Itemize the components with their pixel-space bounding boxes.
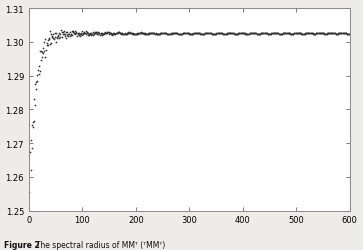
Text: Figure 2: Figure 2 <box>4 240 39 249</box>
Text: The spectral radius of MMᵀ (ᵀMMᵀ): The spectral radius of MMᵀ (ᵀMMᵀ) <box>31 240 165 249</box>
